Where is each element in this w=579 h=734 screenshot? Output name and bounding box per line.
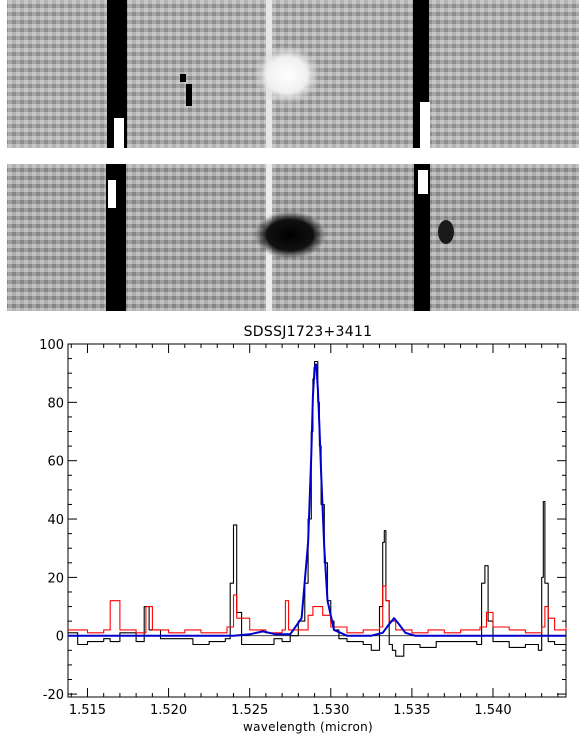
x-tick-label: 1.515 (69, 703, 106, 718)
spectrum-image-upper (7, 0, 579, 148)
emission-line-blob (254, 211, 326, 259)
spectrum-image-lower (7, 164, 579, 311)
x-tick-label: 1.520 (150, 703, 187, 718)
y-tick-label: 80 (47, 396, 64, 411)
plot-frame (67, 343, 567, 698)
x-tick-label: 1.540 (474, 703, 511, 718)
y-tick-label: 100 (39, 338, 64, 353)
x-tick-label: 1.535 (393, 703, 430, 718)
sky-line-residual (418, 170, 428, 194)
emission-line-blob (253, 45, 321, 105)
series-line-3 (68, 363, 566, 637)
y-tick-label: 20 (47, 571, 64, 586)
y-tick-label: 0 (56, 630, 64, 645)
series-line-2 (68, 585, 567, 634)
sky-line-residual (114, 118, 124, 148)
sky-line-residual (180, 74, 186, 82)
sky-line-residual (420, 102, 430, 148)
chart: -20 0 20 40 60 80 100 1.515 1.520 1.525 1.530 1.535… (39, 338, 567, 718)
sky-line-residual (186, 84, 192, 106)
x-tick-label: 1.525 (231, 703, 268, 718)
sky-line-residual (438, 220, 454, 244)
y-tick-label: 60 (47, 455, 64, 470)
y-tick-label: -20 (43, 688, 64, 703)
y-tick-label: 40 (47, 513, 64, 528)
chart-title: SDSSJ1723+3411 (244, 324, 373, 340)
x-tick-label: 1.530 (312, 703, 349, 718)
series-line-1 (68, 360, 567, 657)
sky-line-residual (107, 0, 127, 148)
sky-line-residual (414, 164, 430, 311)
sky-line-residual (108, 180, 116, 208)
x-axis-title: wavelength (micron) (243, 720, 373, 734)
